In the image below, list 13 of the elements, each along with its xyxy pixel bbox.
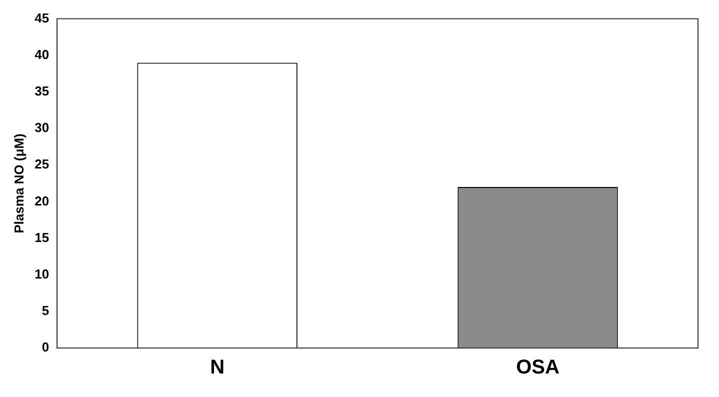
y-tick-label: 45 [34,10,50,26]
y-axis-title: Plasma NO (μM) [11,134,26,234]
x-tick-label: OSA [516,356,560,379]
y-tick-label: 15 [34,230,50,245]
y-tick-label: 40 [34,46,50,62]
x-tick-label: N [210,356,225,379]
y-tick-label: 20 [34,193,50,208]
y-tick-label: 0 [42,340,50,355]
y-tick-label: 10 [34,266,50,282]
y-tick-label: 30 [34,120,50,136]
y-tick-label: 5 [42,303,50,318]
y-tick-label: 25 [34,156,50,172]
y-tick-label: 35 [34,84,50,99]
